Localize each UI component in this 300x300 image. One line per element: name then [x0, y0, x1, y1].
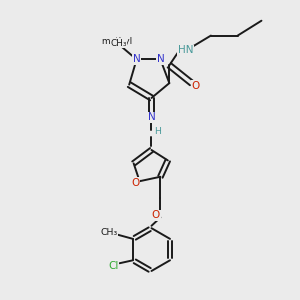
- Text: N: N: [157, 54, 164, 64]
- Text: methyl: methyl: [101, 37, 132, 46]
- Text: N: N: [148, 112, 155, 122]
- Text: O: O: [131, 178, 139, 188]
- Text: O: O: [191, 80, 199, 91]
- Text: H: H: [154, 127, 161, 136]
- Text: CH₃: CH₃: [110, 38, 127, 47]
- Text: N: N: [133, 54, 140, 64]
- Text: HN: HN: [178, 45, 194, 56]
- Text: O: O: [152, 210, 160, 220]
- Text: Cl: Cl: [108, 261, 119, 271]
- Text: CH₃: CH₃: [100, 227, 118, 236]
